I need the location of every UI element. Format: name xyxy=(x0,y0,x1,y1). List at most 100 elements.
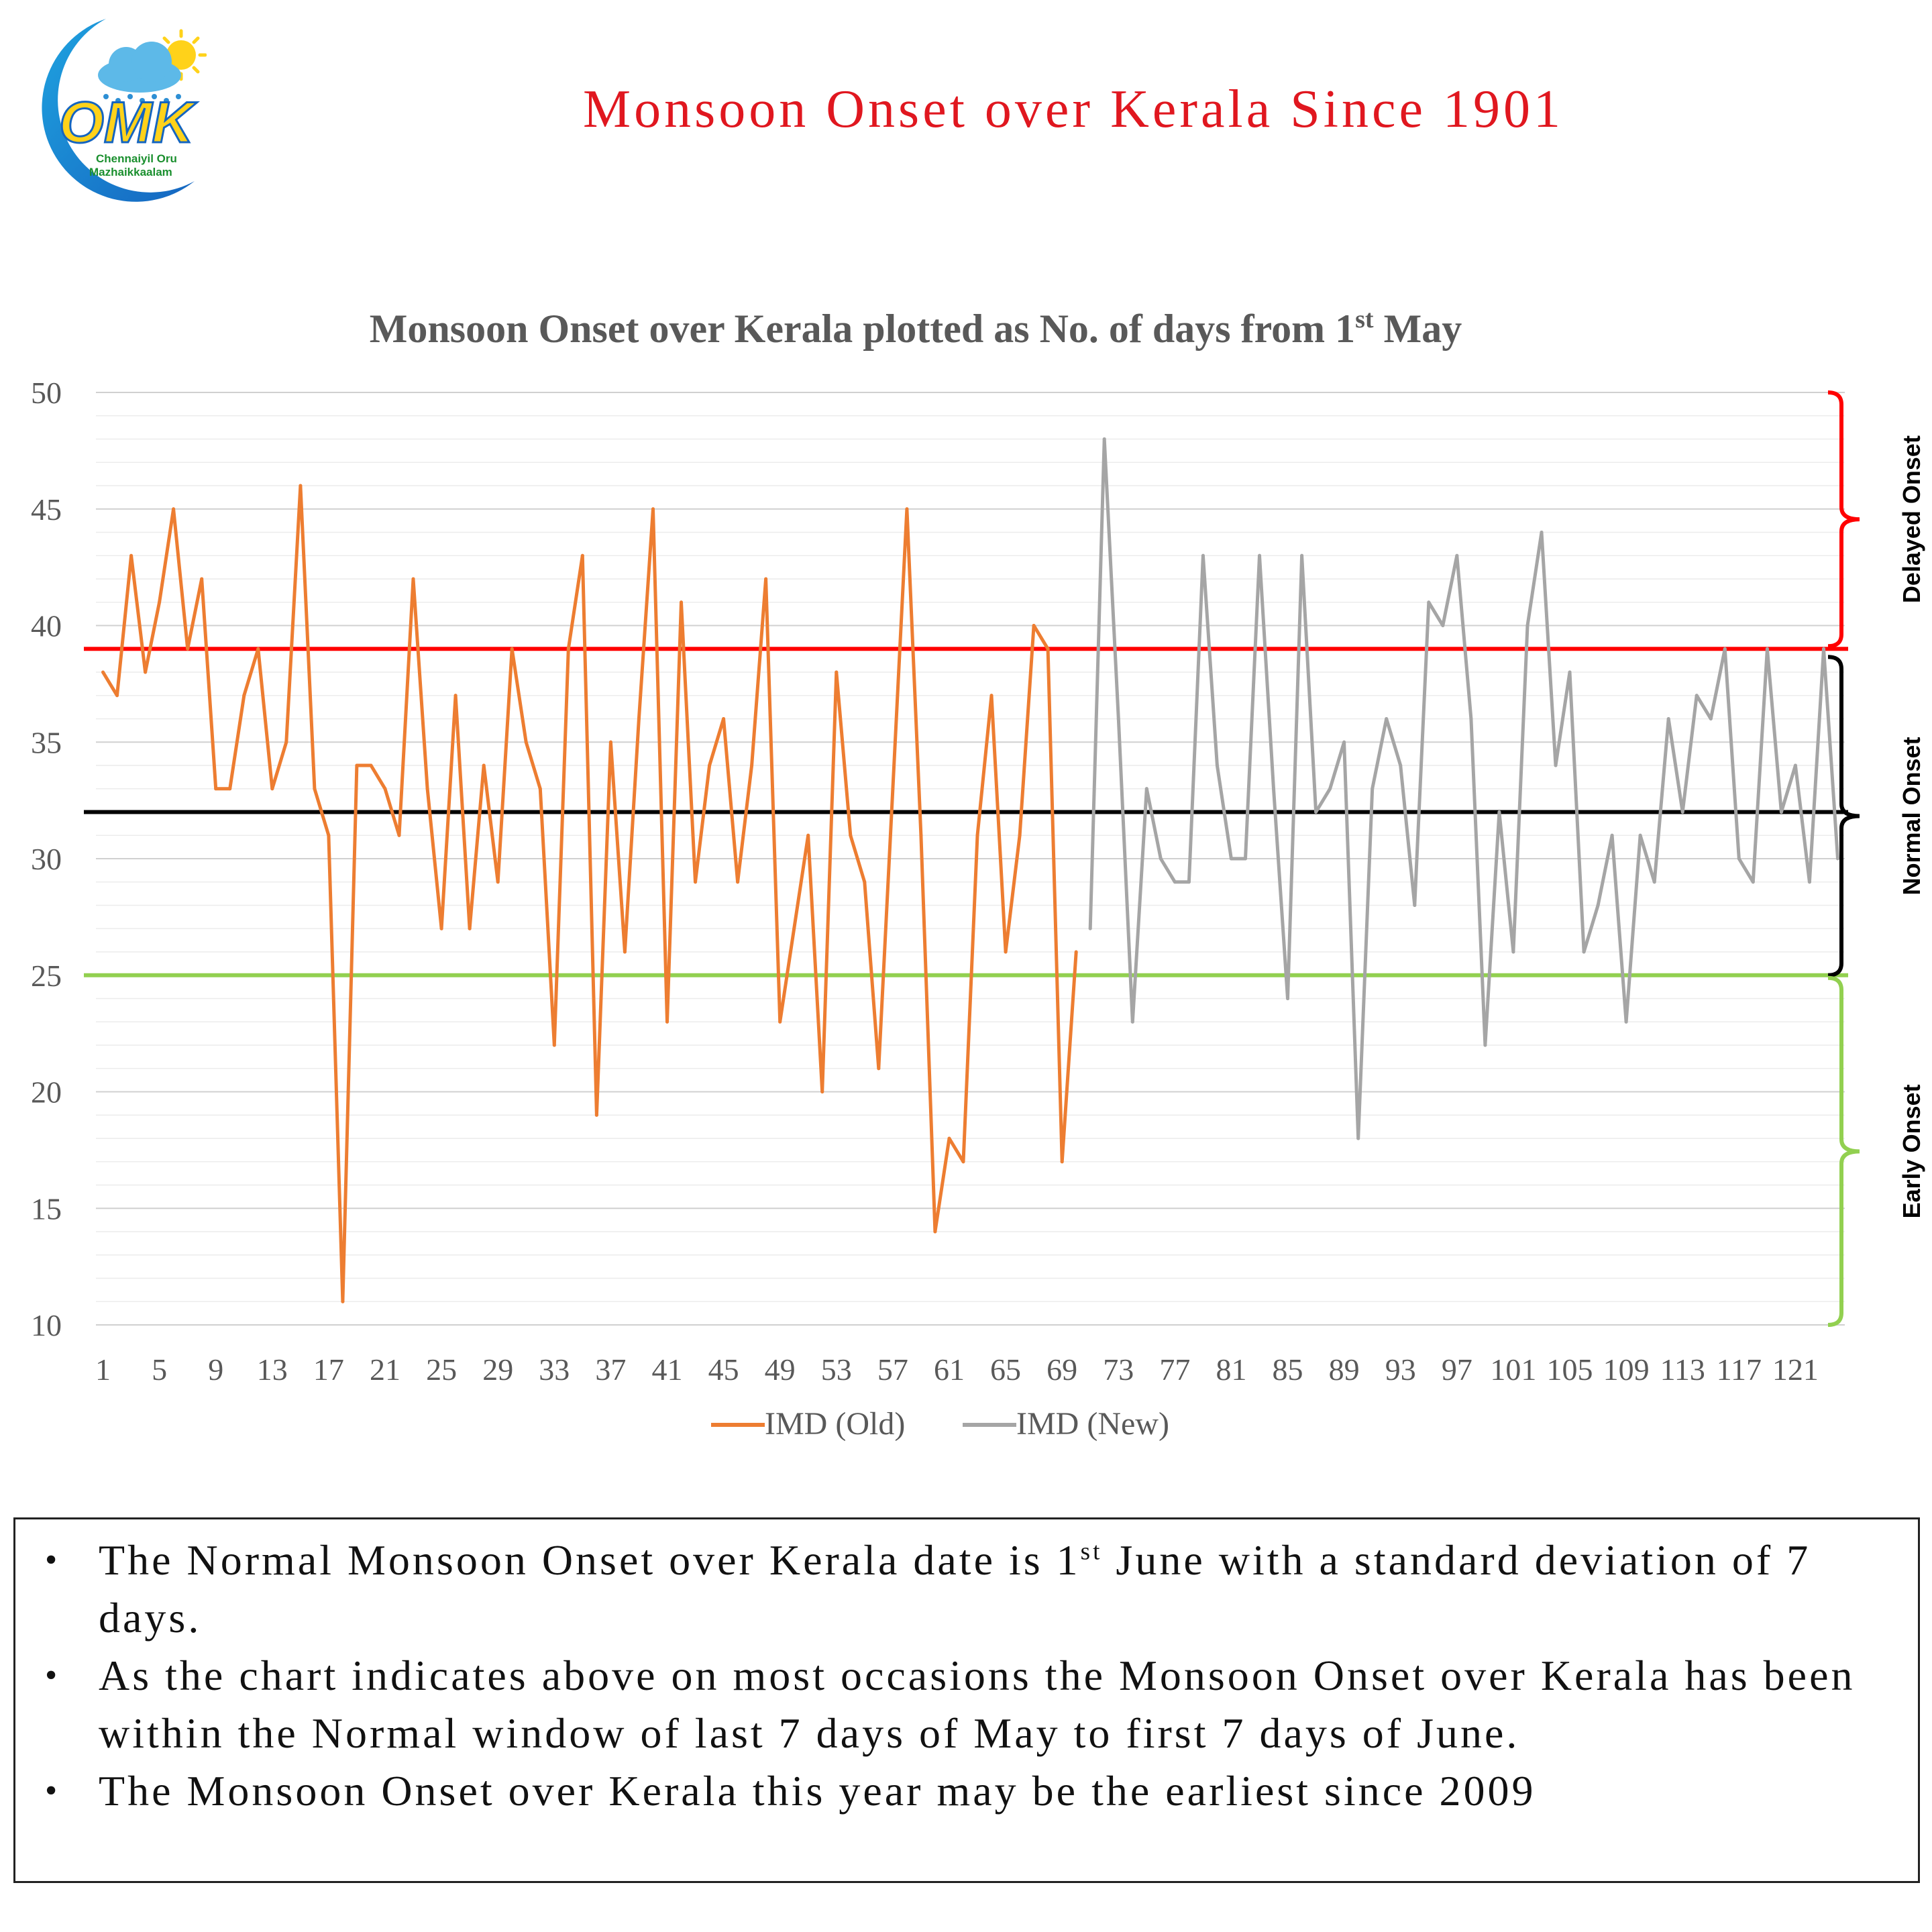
data-point xyxy=(538,787,542,791)
x-tick-label: 17 xyxy=(313,1352,344,1387)
data-point xyxy=(580,553,584,557)
x-tick-label: 121 xyxy=(1772,1352,1819,1387)
y-tick-label: 25 xyxy=(31,959,62,993)
x-tick-label: 117 xyxy=(1717,1352,1762,1387)
data-point xyxy=(510,647,514,651)
x-tick-label: 105 xyxy=(1547,1352,1593,1387)
data-point xyxy=(1088,926,1092,930)
logo-line2: Mazhaikkaalam xyxy=(89,166,172,178)
rain-icon xyxy=(103,94,181,103)
zone-bracket xyxy=(1827,975,1860,1327)
x-tick-label: 85 xyxy=(1273,1352,1303,1387)
x-tick-label: 65 xyxy=(990,1352,1021,1387)
data-point xyxy=(1511,950,1515,954)
data-point xyxy=(327,833,331,837)
data-point xyxy=(694,880,698,884)
data-point xyxy=(397,833,401,837)
data-point xyxy=(1666,717,1670,720)
data-point xyxy=(1257,553,1261,557)
data-series xyxy=(101,437,1839,1303)
data-point xyxy=(665,1020,669,1024)
x-tick-label: 29 xyxy=(482,1352,513,1387)
data-point xyxy=(214,787,218,791)
y-tick-label: 45 xyxy=(31,492,62,527)
data-point xyxy=(1624,1020,1628,1024)
data-point xyxy=(1469,717,1473,720)
data-point xyxy=(270,787,274,791)
x-tick-label: 97 xyxy=(1442,1352,1472,1387)
data-point xyxy=(1497,810,1501,814)
data-point xyxy=(1540,531,1544,534)
chart-gridlines xyxy=(96,392,1845,1326)
data-point xyxy=(1695,694,1699,698)
data-point xyxy=(1610,833,1614,837)
notes-box: • The Normal Monsoon Onset over Kerala da… xyxy=(13,1517,1920,1883)
data-point xyxy=(1765,647,1769,651)
data-point xyxy=(425,787,429,791)
zone-bracket xyxy=(1827,390,1860,649)
x-tick-label: 5 xyxy=(152,1352,167,1387)
note-item: • The Monsoon Onset over Kerala this year… xyxy=(37,1762,1878,1820)
data-point xyxy=(1201,553,1205,557)
x-tick-label: 81 xyxy=(1216,1352,1246,1387)
data-point xyxy=(200,577,204,581)
bullet-icon: • xyxy=(45,1541,60,1579)
x-tick-label: 1 xyxy=(95,1352,111,1387)
x-tick-label: 89 xyxy=(1329,1352,1360,1387)
data-point xyxy=(144,670,148,674)
data-point xyxy=(1779,810,1783,814)
note-item: • The Normal Monsoon Onset over Kerala da… xyxy=(37,1532,1878,1647)
logo-letters: OMK xyxy=(59,91,198,155)
data-point xyxy=(172,507,176,511)
data-point xyxy=(1582,950,1586,954)
data-point xyxy=(820,1090,824,1093)
data-point xyxy=(905,507,909,511)
zone-bracket xyxy=(1827,655,1860,977)
data-point xyxy=(792,926,796,930)
x-tick-label: 61 xyxy=(934,1352,965,1387)
data-point xyxy=(637,717,641,720)
y-axis-ticks: 10 15 20 25 30 35 40 45 50 xyxy=(31,376,62,1342)
chart-title: Monsoon Onset over Kerala plotted as No.… xyxy=(370,305,1462,351)
data-point xyxy=(1807,880,1811,884)
x-tick-label: 57 xyxy=(877,1352,908,1387)
data-point xyxy=(891,787,895,791)
data-point xyxy=(1737,857,1741,861)
data-point xyxy=(975,833,979,837)
chart-title-sup: st xyxy=(1355,305,1374,333)
data-point xyxy=(468,926,472,930)
y-tick-label: 50 xyxy=(31,376,62,410)
x-tick-label: 53 xyxy=(821,1352,852,1387)
legend-label: IMD (Old) xyxy=(765,1406,905,1442)
x-tick-label: 49 xyxy=(765,1352,796,1387)
data-point xyxy=(158,600,162,604)
chart-legend: IMD (Old) IMD (New) xyxy=(711,1406,1169,1442)
data-point xyxy=(186,647,190,651)
data-point xyxy=(1314,810,1318,814)
data-point xyxy=(1835,857,1839,861)
data-point xyxy=(764,577,768,581)
data-point xyxy=(411,577,415,581)
series-line xyxy=(101,484,1078,1303)
data-point xyxy=(708,763,712,767)
data-point xyxy=(1441,624,1445,627)
data-point xyxy=(1060,1160,1064,1164)
data-point xyxy=(989,694,994,698)
data-point xyxy=(228,787,232,791)
notes-list: • The Normal Monsoon Onset over Kerala da… xyxy=(15,1519,1918,1820)
data-point xyxy=(1004,950,1008,954)
data-point xyxy=(482,763,486,767)
data-point xyxy=(1723,647,1727,651)
data-point xyxy=(947,1136,951,1140)
data-point xyxy=(1638,833,1642,837)
data-point xyxy=(1342,740,1346,744)
y-tick-label: 10 xyxy=(31,1308,62,1342)
data-point xyxy=(778,1020,782,1024)
data-point xyxy=(835,670,839,674)
y-tick-label: 40 xyxy=(31,609,62,643)
zone-brackets: Delayed Onset Normal Onset Early Onset xyxy=(1827,390,1925,1327)
x-tick-label: 113 xyxy=(1660,1352,1705,1387)
data-point xyxy=(1116,717,1120,720)
data-point xyxy=(961,1160,965,1164)
data-point xyxy=(1709,717,1713,720)
